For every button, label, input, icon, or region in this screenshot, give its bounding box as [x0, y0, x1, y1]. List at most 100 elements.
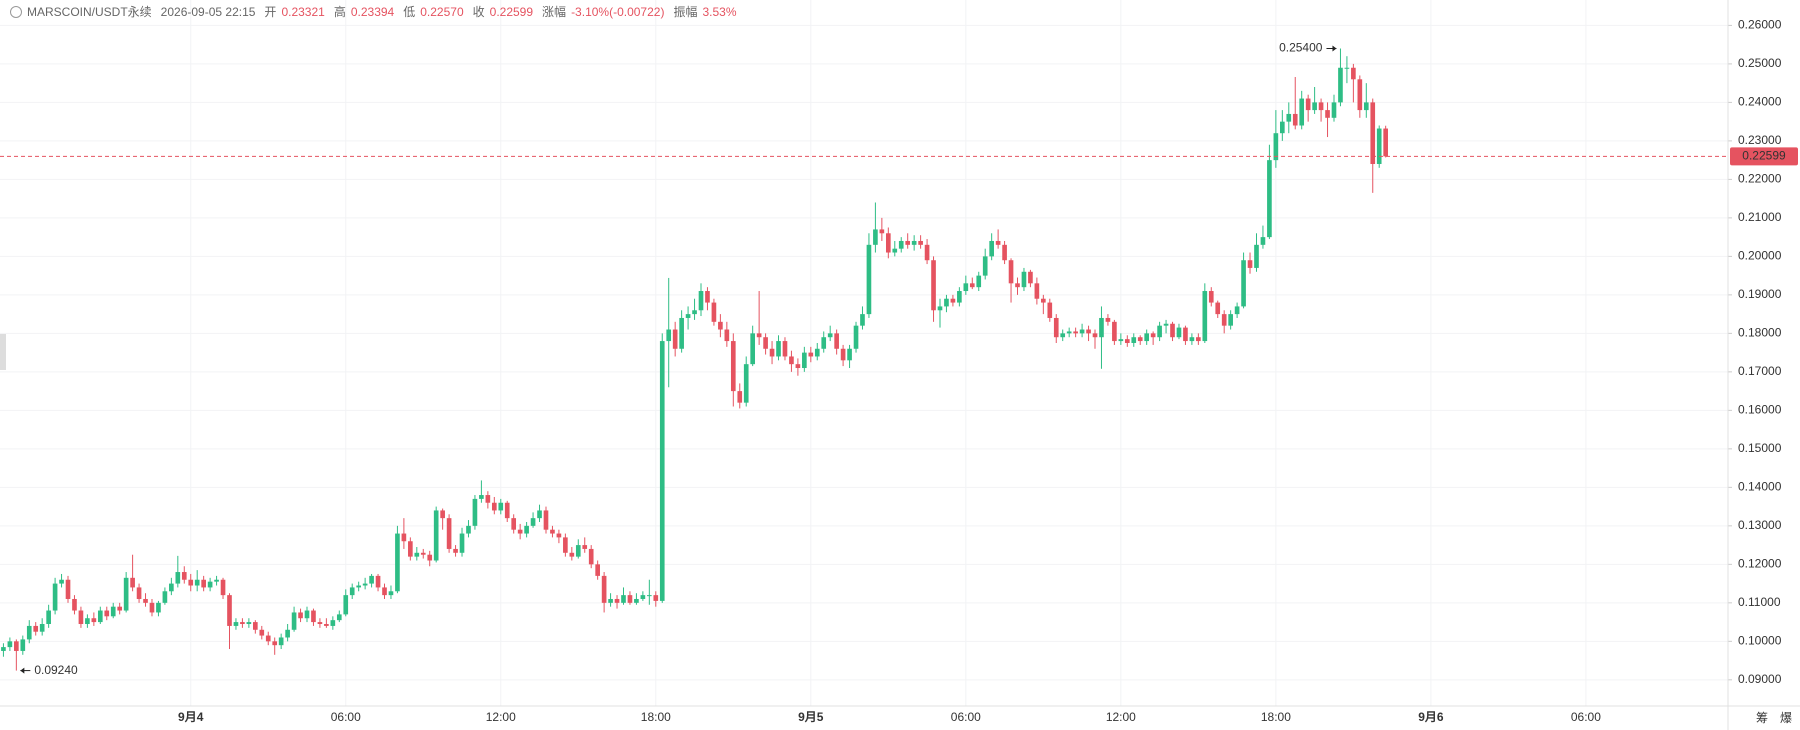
- field-value: -3.10%(-0.00722): [571, 4, 665, 19]
- x-tick-label: 18:00: [1261, 710, 1291, 724]
- candle-body: [169, 583, 174, 592]
- candle-body: [1176, 327, 1182, 338]
- candle-body: [517, 529, 523, 534]
- candle-body: [504, 502, 510, 519]
- y-tick-label: 0.14000: [1738, 480, 1782, 494]
- candle-body: [427, 554, 433, 561]
- candle-body: [1053, 317, 1059, 338]
- candle-body: [931, 260, 936, 311]
- candle-body: [20, 639, 26, 651]
- candle-body: [1124, 339, 1130, 343]
- field-value: 0.22599: [489, 4, 534, 19]
- candle-body: [679, 317, 684, 349]
- y-tick-label: 0.16000: [1738, 403, 1782, 417]
- candle-body: [356, 585, 361, 588]
- x-tick-label: 12:00: [486, 710, 516, 724]
- candle-body: [969, 283, 975, 288]
- candle-body: [885, 233, 891, 253]
- candle-body: [776, 341, 781, 357]
- candle-body: [479, 495, 484, 499]
- candle-body: [1241, 260, 1246, 307]
- candle-body: [1060, 333, 1066, 338]
- candle-body: [873, 229, 878, 245]
- candle-body: [924, 244, 930, 261]
- candle-body: [349, 587, 355, 596]
- candle-body: [827, 333, 833, 338]
- candle-body: [311, 610, 316, 623]
- candle-body: [46, 610, 51, 625]
- candle-body: [1325, 110, 1330, 118]
- toolbar-button[interactable]: 爆: [1780, 711, 1792, 725]
- candle-body: [808, 352, 814, 357]
- field-value: 3.53%: [702, 4, 737, 19]
- candle-body: [537, 510, 542, 519]
- candle-body: [1196, 337, 1201, 342]
- candle-body: [97, 610, 103, 623]
- candle-body: [1228, 314, 1233, 326]
- field-value: 0.23394: [350, 4, 395, 19]
- candle-body: [789, 356, 794, 365]
- toolbar-button[interactable]: 筹: [1756, 711, 1768, 725]
- candle-body: [666, 329, 672, 342]
- candle-body: [26, 625, 32, 640]
- candle-body: [78, 610, 84, 625]
- candle-body: [982, 256, 988, 276]
- candle-body: [175, 572, 181, 584]
- candle-body: [343, 595, 349, 615]
- candle-body: [362, 583, 368, 586]
- candle-body: [601, 575, 607, 603]
- candle-body: [291, 612, 297, 630]
- candle-body: [1202, 291, 1208, 342]
- x-tick-label: 9月6: [1418, 710, 1444, 724]
- candle-body: [446, 518, 452, 549]
- candle-body: [763, 337, 768, 349]
- candle-body: [834, 333, 839, 349]
- candle-body: [1066, 331, 1072, 334]
- candle-body: [14, 641, 19, 651]
- field-label: 涨幅: [542, 5, 567, 19]
- candle-body: [588, 548, 594, 565]
- x-tick-label: 06:00: [331, 710, 361, 724]
- candle-body: [1221, 314, 1227, 326]
- candle-body: [814, 348, 820, 357]
- candle-body: [1105, 317, 1111, 322]
- candle-body: [414, 552, 420, 557]
- candle-body: [550, 529, 555, 534]
- candle-body: [1312, 102, 1317, 111]
- candle-body: [1112, 321, 1117, 342]
- candle-body: [1099, 317, 1104, 338]
- candle-body: [1254, 244, 1259, 268]
- y-tick-label: 0.10000: [1738, 634, 1782, 648]
- candle-body: [485, 495, 491, 503]
- y-tick-label: 0.18000: [1738, 326, 1782, 340]
- candle-body: [1047, 302, 1053, 318]
- collapse-icon[interactable]: [10, 5, 22, 18]
- candle-body: [227, 595, 232, 626]
- candle-body: [627, 595, 633, 603]
- field-label: 低: [403, 5, 416, 19]
- y-tick-label: 0.26000: [1738, 18, 1782, 32]
- field-value: 0.22570: [420, 4, 464, 19]
- candle-body: [1131, 337, 1137, 343]
- candle-body: [595, 564, 600, 576]
- candle-body: [853, 325, 859, 349]
- x-tick-label: 18:00: [641, 710, 671, 724]
- y-tick-label: 0.09000: [1738, 672, 1782, 686]
- field-label: 高: [333, 5, 346, 19]
- symbol: MARSCOIN/USDT永续: [27, 5, 152, 19]
- candle-body: [575, 545, 581, 557]
- candle-body: [1015, 283, 1020, 288]
- candle-body: [1357, 79, 1363, 111]
- candle-body: [879, 229, 885, 234]
- candle-body: [1092, 333, 1098, 338]
- candle-body: [1234, 306, 1240, 315]
- candle-body: [1041, 298, 1046, 303]
- candle-body: [672, 329, 678, 349]
- candle-body: [840, 348, 846, 361]
- field-label: 收: [472, 5, 485, 19]
- candle-body: [1034, 283, 1040, 299]
- candle-body: [1292, 113, 1298, 126]
- candle-body: [1305, 98, 1311, 111]
- candle-body: [1370, 102, 1376, 164]
- candle-body: [821, 337, 827, 349]
